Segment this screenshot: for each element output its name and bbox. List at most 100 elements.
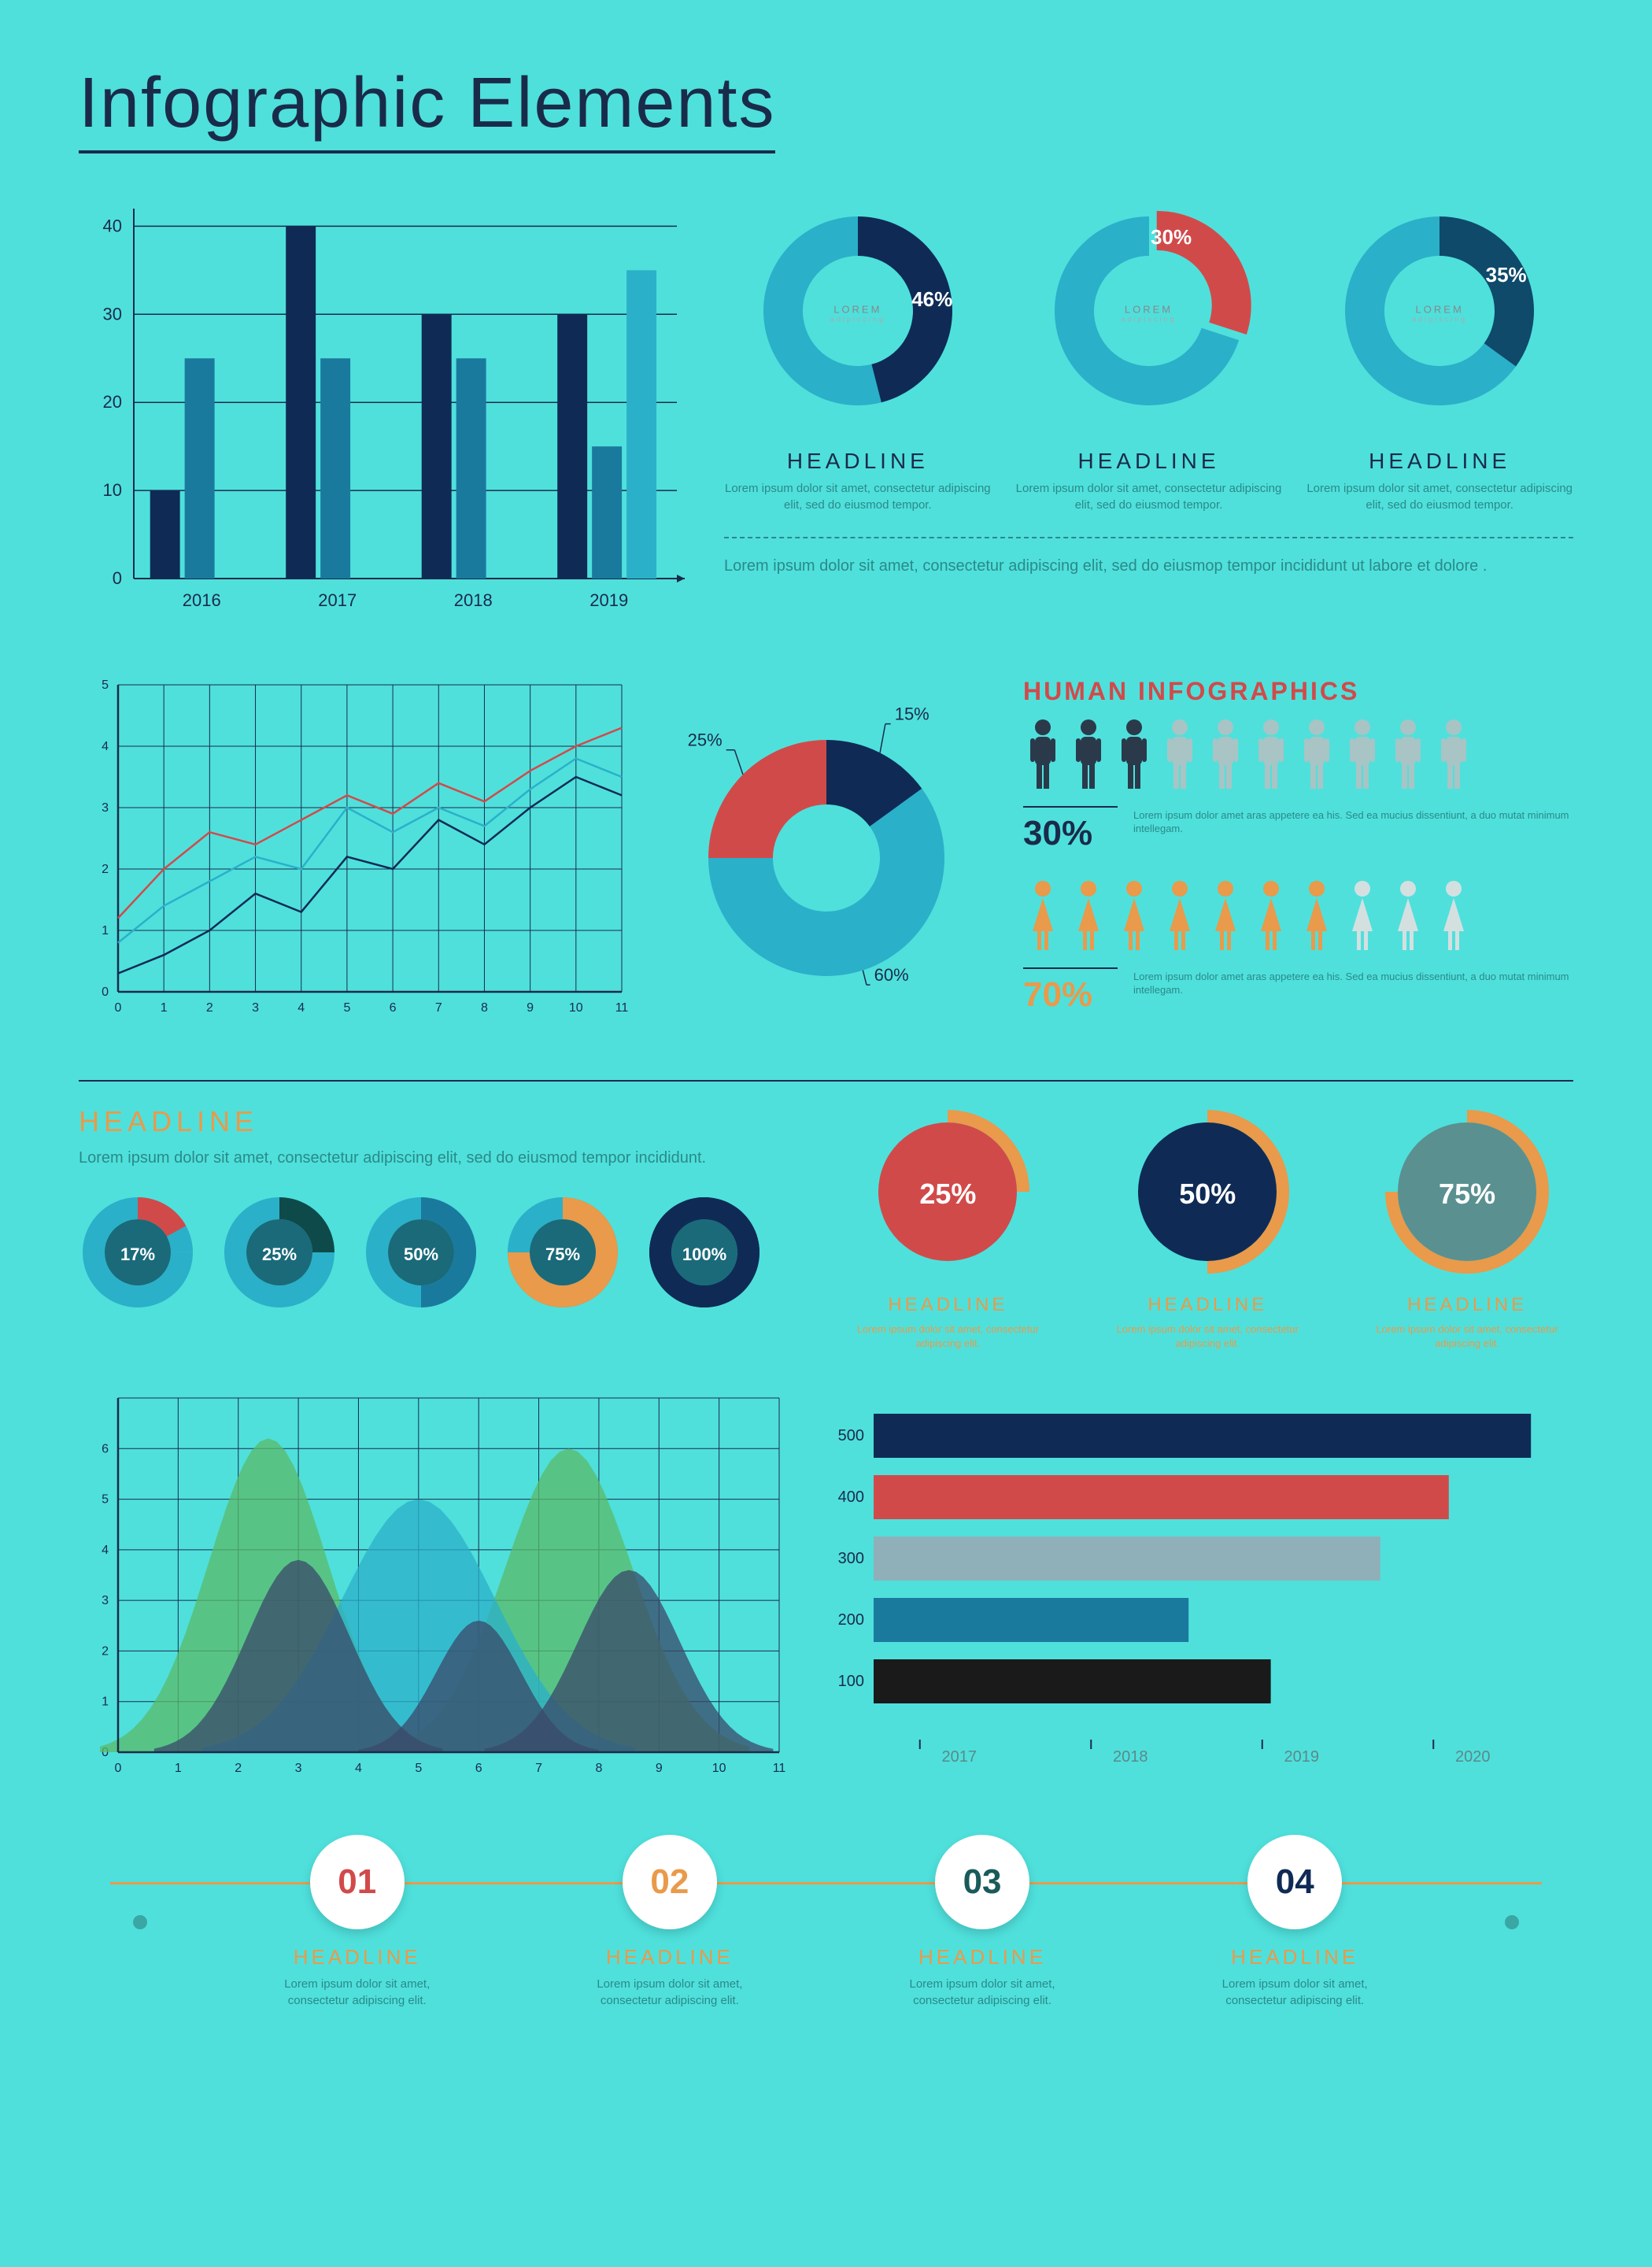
svg-text:1: 1 xyxy=(161,1001,168,1015)
svg-text:2: 2 xyxy=(102,863,109,876)
svg-text:1: 1 xyxy=(102,924,109,937)
timeline-step-1: 02HEADLINELorem ipsum dolor sit amet, co… xyxy=(567,1835,772,2009)
svg-text:3: 3 xyxy=(102,1595,109,1608)
svg-text:7: 7 xyxy=(535,1762,542,1775)
row-2: 0 1 2 3 4 5 6 7 8 9 10 11 0 1 2 3 4 5 15% 60% 25% HUMAN INF… xyxy=(79,677,1573,1041)
svg-text:4: 4 xyxy=(298,1001,305,1015)
svg-text:6: 6 xyxy=(390,1001,397,1015)
svg-text:5: 5 xyxy=(343,1001,350,1015)
svg-text:9: 9 xyxy=(527,1001,534,1015)
page-title: Infographic Elements xyxy=(79,63,775,153)
mini-donut-1: 25% xyxy=(220,1193,338,1315)
svg-text:10: 10 xyxy=(569,1001,583,1015)
svg-text:10: 10 xyxy=(712,1762,726,1775)
svg-text:5: 5 xyxy=(102,1493,109,1507)
svg-text:4: 4 xyxy=(102,740,109,753)
donut-item-1: 30%LOREMadipiscingHEADLINELorem ipsum do… xyxy=(1015,193,1283,513)
svg-text:2018: 2018 xyxy=(454,590,493,610)
svg-text:1: 1 xyxy=(175,1762,182,1775)
svg-text:0: 0 xyxy=(102,986,109,999)
svg-text:11: 11 xyxy=(773,1762,786,1775)
section-left: HEADLINE Lorem ipsum dolor sit amet, con… xyxy=(79,1105,811,1351)
circle-badge-0: 25%HEADLINELorem ipsum dolor sit amet, c… xyxy=(842,1105,1055,1351)
svg-text:0: 0 xyxy=(115,1762,122,1775)
svg-text:3: 3 xyxy=(252,1001,259,1015)
svg-text:46%: 46% xyxy=(911,287,952,311)
circle-badges: 25%HEADLINELorem ipsum dolor sit amet, c… xyxy=(842,1105,1574,1351)
timeline-dot-start xyxy=(133,1915,147,1929)
timeline-step-0: 01HEADLINELorem ipsum dolor sit amet, co… xyxy=(255,1835,460,2009)
human-row-1 xyxy=(1023,879,1573,953)
svg-text:4: 4 xyxy=(102,1544,109,1557)
human-infographic: HUMAN INFOGRAPHICS 30%Lorem ipsum dolor … xyxy=(1023,677,1573,1041)
svg-text:3: 3 xyxy=(295,1762,302,1775)
svg-text:35%: 35% xyxy=(1486,263,1527,287)
svg-text:0: 0 xyxy=(115,1001,122,1015)
svg-text:4: 4 xyxy=(355,1762,362,1775)
donut-trio: 46%LOREMadipiscingHEADLINELorem ipsum do… xyxy=(724,193,1573,638)
svg-text:5: 5 xyxy=(102,679,109,692)
svg-text:3: 3 xyxy=(102,801,109,815)
circle-badge-2: 75%HEADLINELorem ipsum dolor sit amet, c… xyxy=(1361,1105,1573,1351)
svg-text:30: 30 xyxy=(103,304,122,324)
svg-text:200: 200 xyxy=(838,1611,864,1629)
svg-text:10: 10 xyxy=(103,480,122,500)
timeline-dot-end xyxy=(1505,1915,1519,1929)
mini-donut-4: 100% xyxy=(645,1193,763,1315)
row-3: HEADLINE Lorem ipsum dolor sit amet, con… xyxy=(79,1105,1573,1351)
section-caption: Lorem ipsum dolor sit amet, consectetur … xyxy=(79,1146,811,1170)
svg-text:5: 5 xyxy=(415,1762,422,1775)
svg-text:15%: 15% xyxy=(895,705,929,724)
svg-text:2018: 2018 xyxy=(1113,1748,1148,1766)
svg-text:2020: 2020 xyxy=(1455,1748,1491,1766)
svg-text:20: 20 xyxy=(103,392,122,412)
svg-text:2016: 2016 xyxy=(183,590,221,610)
svg-text:40: 40 xyxy=(103,216,122,235)
svg-text:8: 8 xyxy=(595,1762,602,1775)
svg-text:2017: 2017 xyxy=(318,590,357,610)
timeline-step-2: 03HEADLINELorem ipsum dolor sit amet, co… xyxy=(880,1835,1085,2009)
mini-donut-3: 75% xyxy=(504,1193,622,1315)
svg-text:2017: 2017 xyxy=(942,1748,978,1766)
svg-text:2019: 2019 xyxy=(1284,1748,1320,1766)
svg-text:60%: 60% xyxy=(874,965,909,985)
svg-text:9: 9 xyxy=(656,1762,663,1775)
timeline: 01HEADLINELorem ipsum dolor sit amet, co… xyxy=(79,1835,1573,2009)
svg-text:0: 0 xyxy=(113,568,122,588)
row-1: 0 10 20 30 40 2016 2017 2018 2019 46%LOREMadipis… xyxy=(79,193,1573,638)
line-chart: 0 1 2 3 4 5 6 7 8 9 10 11 0 1 2 3 4 5 xyxy=(79,677,630,1041)
svg-text:1: 1 xyxy=(102,1696,109,1709)
area-chart: 012345678910110123456 xyxy=(79,1390,787,1788)
svg-text:7: 7 xyxy=(435,1001,442,1015)
svg-text:2: 2 xyxy=(206,1001,213,1015)
mini-donut-0: 17% xyxy=(79,1193,197,1315)
svg-text:2019: 2019 xyxy=(589,590,628,610)
svg-text:500: 500 xyxy=(838,1427,864,1444)
svg-text:400: 400 xyxy=(838,1489,864,1506)
svg-text:25%: 25% xyxy=(688,730,723,750)
divider-dashed xyxy=(724,537,1573,538)
lorem-block: Lorem ipsum dolor sit amet, consectetur … xyxy=(724,554,1573,578)
svg-text:11: 11 xyxy=(615,1001,629,1015)
human-title: HUMAN INFOGRAPHICS xyxy=(1023,677,1573,706)
svg-text:30%: 30% xyxy=(1151,225,1192,249)
bar-chart: 0 10 20 30 40 2016 2017 2018 2019 xyxy=(79,193,693,638)
timeline-step-3: 04HEADLINELorem ipsum dolor sit amet, co… xyxy=(1192,1835,1397,2009)
donut-item-2: 35%LOREMadipiscingHEADLINELorem ipsum do… xyxy=(1306,193,1573,513)
svg-text:300: 300 xyxy=(838,1550,864,1567)
svg-text:100: 100 xyxy=(838,1673,864,1690)
svg-text:2: 2 xyxy=(102,1645,109,1659)
svg-text:6: 6 xyxy=(475,1762,482,1775)
svg-text:6: 6 xyxy=(102,1443,109,1456)
divider-solid xyxy=(79,1080,1573,1082)
human-row-0 xyxy=(1023,718,1573,792)
svg-text:8: 8 xyxy=(481,1001,488,1015)
hbar-chart: 500 400 300 200 100 2017 2018 2019 2020 xyxy=(819,1390,1574,1788)
row-4: 012345678910110123456 500400300200100201… xyxy=(79,1390,1573,1788)
circle-badge-1: 50%HEADLINELorem ipsum dolor sit amet, c… xyxy=(1101,1105,1314,1351)
mini-donuts: 17%25%50%75%100% xyxy=(79,1193,811,1315)
donut-item-0: 46%LOREMadipiscingHEADLINELorem ipsum do… xyxy=(724,193,992,513)
svg-text:2: 2 xyxy=(235,1762,242,1775)
pie-chart: 15% 60% 25% xyxy=(661,677,992,1041)
section-headline: HEADLINE xyxy=(79,1105,811,1138)
